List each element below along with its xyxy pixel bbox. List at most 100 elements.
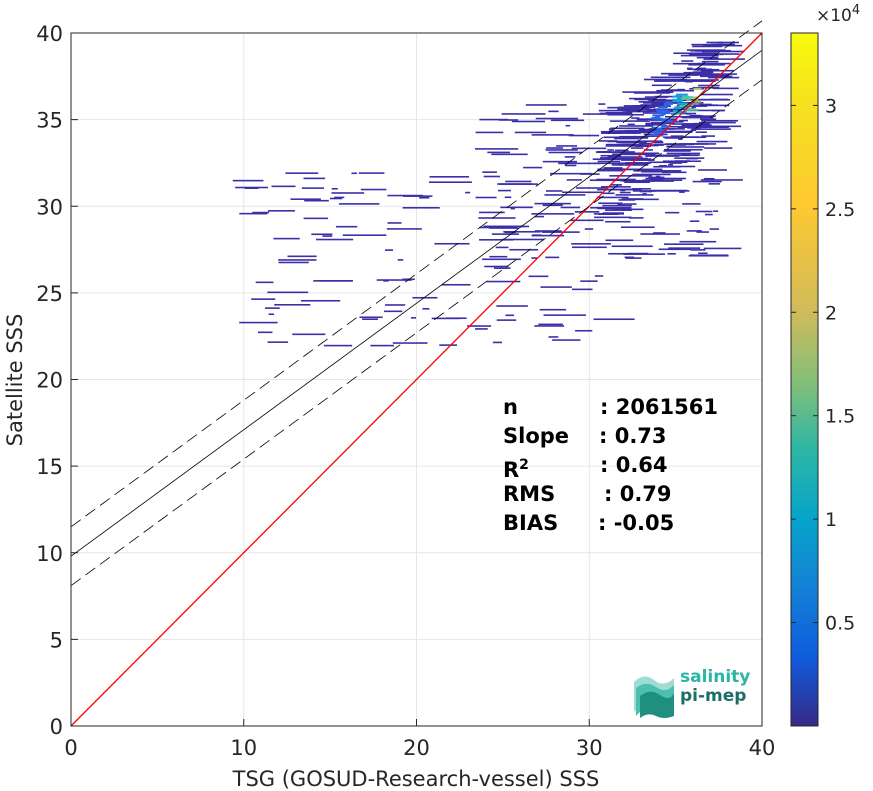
density-bin bbox=[612, 207, 625, 210]
density-bin bbox=[700, 118, 717, 121]
density-bin bbox=[600, 157, 614, 159]
stat-r2-base: R bbox=[503, 458, 520, 482]
density-bin bbox=[479, 211, 505, 214]
density-bin bbox=[664, 108, 694, 111]
density-bin bbox=[690, 129, 697, 132]
density-bin bbox=[648, 176, 665, 179]
density-bin bbox=[688, 53, 724, 56]
density-cloud bbox=[232, 41, 745, 347]
density-bin bbox=[267, 291, 309, 294]
density-bin bbox=[679, 191, 685, 193]
stat-r2-label: R2 bbox=[503, 451, 529, 485]
density-bin bbox=[623, 198, 659, 201]
density-bin bbox=[679, 240, 717, 243]
logo-text: salinity pi-mep bbox=[680, 668, 750, 706]
density-bin bbox=[605, 145, 642, 147]
density-bin bbox=[570, 219, 604, 222]
density-bin bbox=[600, 130, 631, 133]
density-bin bbox=[645, 123, 666, 126]
density-bin bbox=[607, 140, 644, 143]
density-bin bbox=[650, 121, 671, 124]
density-bin bbox=[498, 119, 519, 121]
density-bin bbox=[514, 131, 547, 134]
stat-r2-value: : 0.64 bbox=[600, 453, 668, 477]
x-axis-ticks: 0 10 20 30 40 bbox=[64, 719, 775, 760]
density-bin bbox=[689, 220, 700, 223]
density-bin bbox=[673, 52, 718, 55]
density-bin bbox=[640, 233, 680, 235]
density-bin bbox=[571, 243, 611, 245]
density-bin bbox=[402, 206, 440, 209]
density-bin bbox=[285, 172, 319, 174]
density-bin bbox=[232, 179, 264, 182]
density-bin bbox=[301, 187, 325, 189]
y-tick-label: 40 bbox=[36, 22, 63, 46]
density-bin bbox=[709, 98, 718, 101]
density-bin bbox=[699, 73, 737, 75]
density-bin bbox=[313, 280, 354, 282]
density-bin bbox=[681, 60, 694, 62]
density-bin bbox=[696, 56, 719, 59]
density-bin bbox=[664, 243, 704, 245]
density-bin bbox=[331, 192, 365, 194]
density-bin-hot bbox=[672, 98, 682, 101]
density-bin bbox=[492, 341, 503, 344]
density-bin-hot bbox=[673, 106, 680, 109]
density-bin bbox=[274, 304, 311, 306]
density-bin bbox=[612, 153, 656, 156]
density-bin bbox=[607, 157, 649, 160]
stat-slope-label: Slope bbox=[503, 424, 570, 448]
density-bin bbox=[556, 145, 578, 147]
density-bin bbox=[383, 310, 403, 313]
density-bin bbox=[491, 233, 519, 235]
density-bin bbox=[387, 194, 424, 197]
density-bin-hot bbox=[657, 106, 668, 109]
logo-line2: pi-mep bbox=[680, 686, 747, 706]
density-bin bbox=[589, 179, 631, 182]
density-bin bbox=[642, 112, 670, 114]
density-bin bbox=[331, 187, 338, 190]
density-bin bbox=[653, 141, 664, 144]
density-bin bbox=[686, 157, 698, 160]
density-bin bbox=[690, 249, 706, 251]
density-bin bbox=[431, 317, 460, 320]
density-bin bbox=[682, 203, 701, 205]
y-tick-label: 35 bbox=[36, 109, 63, 133]
density-bin-hot bbox=[658, 112, 671, 115]
density-bin bbox=[695, 50, 728, 52]
density-bin bbox=[610, 127, 645, 130]
density-bin bbox=[596, 196, 629, 199]
density-bin bbox=[504, 196, 512, 199]
density-bin bbox=[531, 234, 565, 237]
density-bin bbox=[545, 256, 560, 259]
density-bin bbox=[362, 318, 378, 321]
density-bin bbox=[534, 215, 544, 218]
density-bin bbox=[576, 187, 608, 189]
density-bin bbox=[486, 280, 521, 283]
x-tick-label: 10 bbox=[230, 736, 257, 760]
density-bin bbox=[660, 72, 703, 75]
density-bin bbox=[620, 189, 626, 192]
density-bin bbox=[535, 117, 579, 120]
density-bin bbox=[534, 230, 562, 232]
density-bin-hot bbox=[660, 110, 669, 113]
y-tick-label: 30 bbox=[36, 195, 63, 219]
density-bin bbox=[528, 275, 549, 278]
density-bin bbox=[268, 313, 275, 316]
density-bin bbox=[691, 106, 696, 109]
density-bin bbox=[696, 231, 709, 233]
density-bin bbox=[686, 109, 726, 112]
density-bin bbox=[601, 132, 622, 134]
density-bin bbox=[342, 234, 387, 236]
stat-rms-value: : 0.79 bbox=[604, 482, 672, 506]
density-bin bbox=[666, 165, 696, 168]
density-bin-hot bbox=[650, 130, 659, 133]
density-bin-hot bbox=[657, 129, 667, 132]
density-bin bbox=[239, 212, 268, 215]
density-bin bbox=[539, 308, 567, 311]
density-bin bbox=[668, 247, 701, 249]
density-bin bbox=[679, 143, 717, 145]
density-bin bbox=[580, 280, 598, 282]
density-bin bbox=[441, 283, 471, 286]
y-tick-label: 25 bbox=[36, 282, 63, 306]
